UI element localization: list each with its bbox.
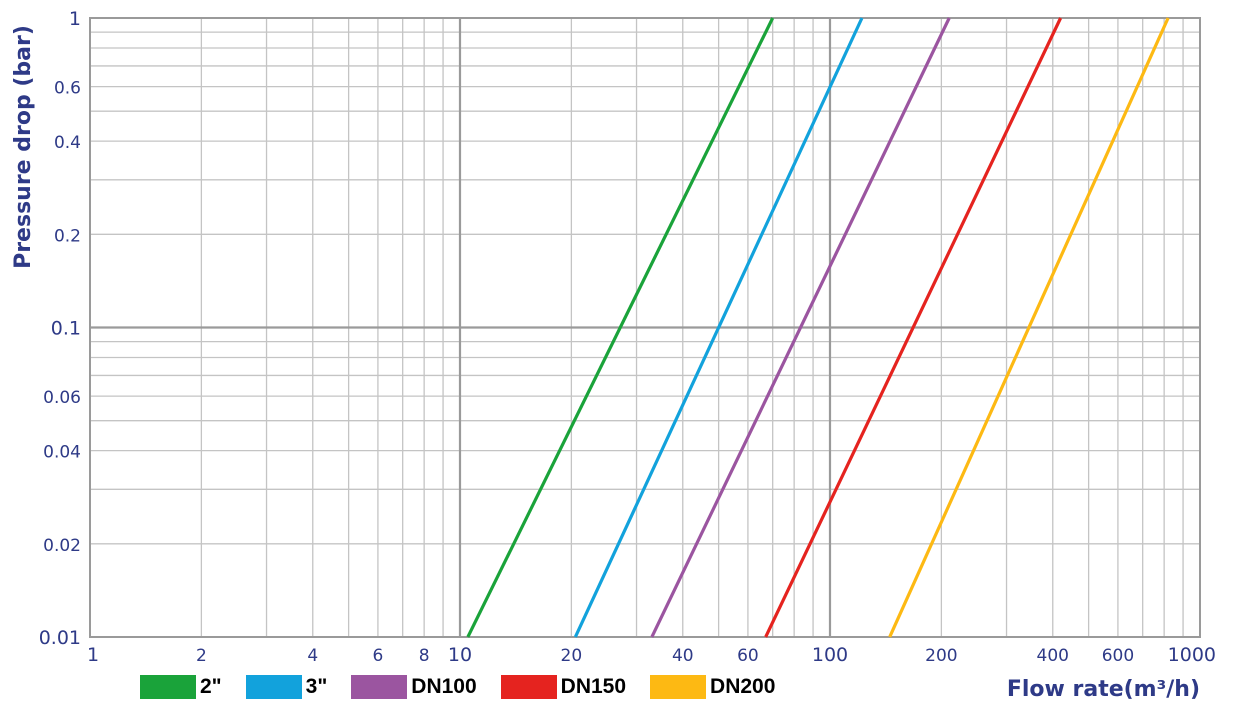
y-tick-label: 0.4 [54,133,81,153]
legend-swatch [500,675,557,699]
legend-swatch [351,675,408,699]
y-tick-label: 0.01 [39,627,81,649]
legend-label: DN200 [710,675,776,698]
x-tick-label: 200 [925,646,957,666]
series-line [573,17,864,638]
y-axis-title: Pressure drop (bar) [11,25,36,269]
x-tick-label: 1000 [1168,644,1216,666]
legend-item: DN150 [500,675,627,699]
legend-label: DN100 [411,675,477,698]
grid-major [90,18,1200,637]
y-tick-label: 0.02 [43,536,81,556]
y-tick-label: 1 [69,8,81,30]
x-tick-label: 40 [672,646,694,666]
y-tick-labels: 1 0.6 0.4 0.2 0.1 0.06 0.04 0.02 0.01 [39,8,81,649]
plot-frame [89,17,1201,638]
series-line [764,17,1063,638]
series-line [888,17,1170,638]
legend-item: DN100 [351,675,477,699]
x-tick-label: 60 [737,646,759,666]
x-tick-label: 600 [1102,646,1134,666]
y-tick-label: 0.1 [51,318,81,340]
x-tick-label: 8 [419,646,430,666]
x-tick-label: 20 [561,646,583,666]
legend-item: 2" [140,675,222,699]
legend-label: 2" [200,675,222,698]
legend-swatch [245,675,302,699]
legend-label: DN150 [560,675,627,698]
legend-swatch [650,675,707,699]
legend-swatch [140,675,196,699]
x-tick-label: 100 [812,644,848,666]
legend-item: DN200 [650,675,775,699]
series-line [466,17,775,638]
y-tick-label: 0.6 [54,79,81,99]
y-tick-label: 0.06 [43,388,81,408]
legend-item: 3" [245,675,328,699]
x-tick-label: 1 [87,644,99,666]
x-tick-label: 2 [196,646,207,666]
series-lines [466,17,1170,638]
series-line [650,17,951,638]
y-tick-label: 0.04 [43,443,81,463]
x-axis-title: Flow rate(m³/h) [1007,677,1200,702]
y-tick-label: 0.2 [54,226,81,246]
legend-label: 3" [305,675,328,698]
x-tick-label: 6 [373,646,384,666]
x-tick-labels: 1 2 4 6 8 10 20 40 60 100 200 400 600 1000 [87,644,1216,666]
x-tick-label: 4 [307,646,318,666]
legend: 2" 3" DN100 DN150 DN200 [140,674,799,700]
x-tick-label: 400 [1037,646,1069,666]
x-tick-label: 10 [448,644,472,666]
